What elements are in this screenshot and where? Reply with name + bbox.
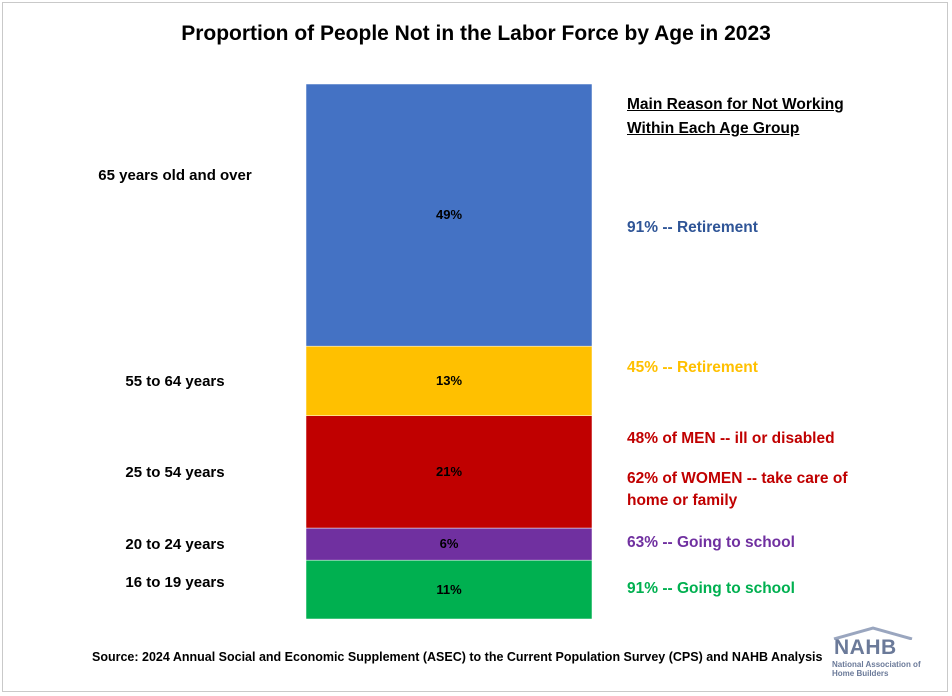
annotation-20-24: 63% -- Going to school: [627, 534, 795, 551]
category-label-3: 55 to 64 years: [125, 372, 225, 390]
segment-value-label-1: 6%: [439, 536, 459, 552]
segment-value-label-0: 11%: [436, 581, 462, 597]
bar-segment-0: [305, 559, 593, 620]
bar-segment-2: [305, 415, 593, 529]
annotation-25-54-women: 62% of WOMEN -- take care of: [627, 470, 848, 487]
annotation-65-plus: 91% -- Retirement: [627, 219, 758, 236]
nahb-logo: NAHB National Association of Home Builde…: [828, 626, 921, 686]
legend-heading-line-1: Main Reason for Not Working: [627, 96, 844, 113]
logo-wordmark: NAHB: [834, 636, 897, 659]
category-label-0: 16 to 19 years: [125, 573, 225, 591]
segment-value-label-4: 49%: [435, 207, 463, 223]
annotation-55-64: 45% -- Retirement: [627, 359, 758, 376]
chart-title: Proportion of People Not in the Labor Fo…: [181, 22, 771, 45]
legend-heading-line-2: Within Each Age Group: [627, 120, 800, 137]
annotation-25-54-men: 48% of MEN -- ill or disabled: [627, 430, 835, 447]
source-note: Source: 2024 Annual Social and Economic …: [92, 650, 823, 664]
segment-value-label-2: 21%: [435, 463, 463, 479]
bar-segment-3: [305, 345, 593, 416]
annotation-25-54-women-cont: home or family: [627, 492, 738, 509]
segment-value-label-3: 13%: [435, 372, 463, 388]
category-label-1: 20 to 24 years: [125, 536, 225, 554]
roof-icon: [833, 626, 913, 640]
category-label-2: 25 to 54 years: [125, 463, 225, 481]
logo-subtitle: National Association of Home Builders: [832, 660, 921, 678]
bar-segment-4: [305, 83, 593, 347]
category-label-4: 65 years old and over: [98, 167, 252, 185]
legend-heading: Main Reason for Not Working Within Each …: [627, 93, 844, 141]
annotation-16-19: 91% -- Going to school: [627, 580, 795, 597]
